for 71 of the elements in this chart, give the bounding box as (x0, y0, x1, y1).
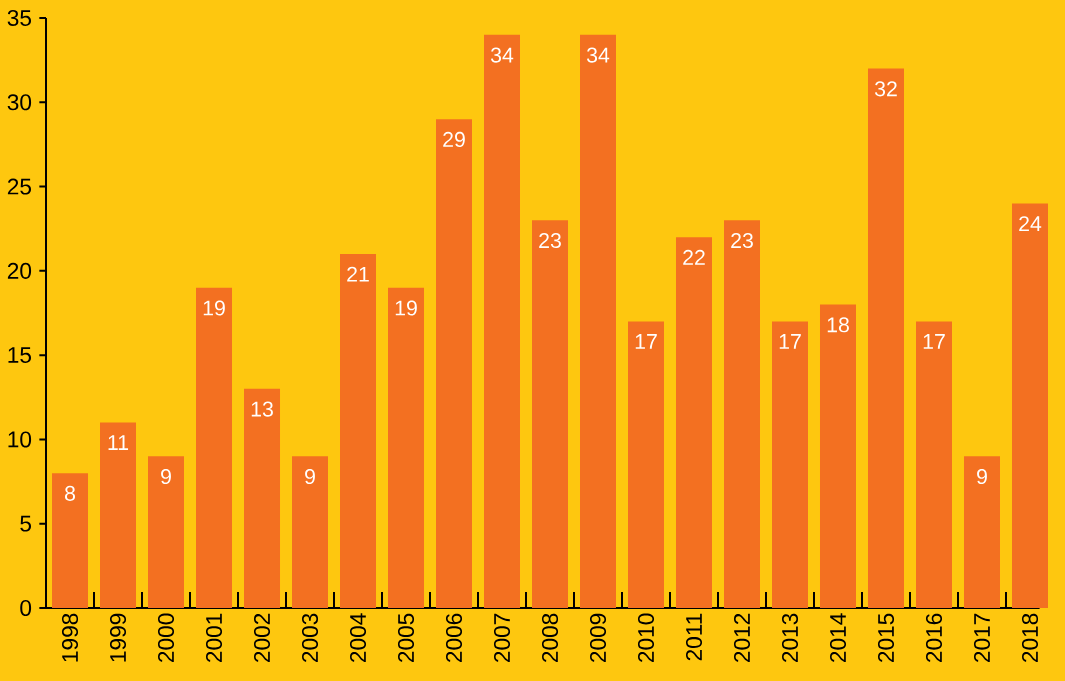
data-label: 29 (443, 131, 465, 147)
x-tick-label: 2016 (925, 613, 943, 662)
data-label: 11 (108, 435, 129, 450)
bar (244, 388, 281, 608)
bar (100, 422, 137, 608)
data-label: 32 (874, 81, 897, 97)
x-tick-label: 2008 (541, 613, 559, 662)
y-tick-label: 5 (20, 515, 31, 532)
data-label: 9 (305, 468, 315, 485)
x-tick-label: 2000 (157, 613, 175, 662)
data-label: 9 (977, 468, 987, 485)
x-tick-label: 2006 (445, 613, 463, 662)
data-label: 22 (683, 249, 705, 265)
x-tick-label: 2005 (397, 613, 415, 662)
y-tick-label: 10 (8, 431, 32, 448)
bar (724, 220, 760, 608)
bar (868, 68, 904, 608)
bar (340, 253, 376, 608)
y-tick-label: 30 (7, 94, 32, 111)
data-label: 17 (779, 334, 801, 349)
x-tick-label: 1998 (61, 613, 79, 662)
bar (1012, 203, 1048, 608)
bar (916, 321, 952, 608)
data-label: 21 (347, 266, 369, 282)
x-tick-label: 1999 (109, 613, 127, 662)
x-tick-label: 2010 (637, 613, 655, 662)
data-label: 19 (395, 300, 417, 316)
x-tick-label: 2002 (253, 613, 271, 662)
y-tick-label: 15 (8, 347, 31, 364)
x-tick-label: 2009 (589, 613, 607, 662)
data-label: 34 (586, 47, 610, 63)
x-tick-label: 2012 (733, 613, 751, 662)
x-tick-label: 2014 (829, 613, 847, 662)
x-tick-label: 2013 (781, 613, 799, 662)
data-label: 13 (251, 401, 273, 417)
bar (484, 34, 520, 608)
x-tick-label: 2001 (205, 613, 223, 662)
data-label: 18 (827, 317, 849, 333)
bar (292, 456, 328, 608)
x-tick-label: 2003 (301, 613, 319, 662)
bar (964, 456, 1000, 608)
data-label: 34 (490, 47, 514, 63)
bar (580, 34, 616, 608)
x-tick-label: 2015 (877, 613, 895, 662)
bar (436, 119, 472, 608)
x-tick-label: 2017 (973, 613, 991, 662)
bar (196, 287, 233, 608)
bar (772, 321, 808, 608)
y-tick-label: 25 (7, 178, 31, 195)
bar (676, 237, 712, 608)
x-tick-label: 2011 (685, 613, 703, 661)
bar (820, 304, 856, 608)
bar (532, 220, 568, 608)
x-tick-label: 2007 (493, 613, 511, 662)
data-label: 23 (731, 232, 753, 249)
bar (628, 321, 664, 608)
data-label: 9 (161, 468, 171, 485)
bar (52, 473, 89, 608)
data-label: 24 (1019, 216, 1042, 232)
data-label: 19 (203, 300, 225, 316)
data-label: 17 (923, 334, 945, 349)
y-tick-label: 35 (7, 9, 31, 27)
data-label: 8 (64, 485, 76, 501)
x-tick-label: 2018 (1021, 613, 1039, 662)
x-tick-label: 2004 (349, 613, 367, 662)
data-label: 23 (539, 232, 561, 249)
bar (388, 287, 425, 608)
data-label: 17 (635, 334, 657, 349)
y-tick-label: 20 (7, 262, 32, 279)
bar (148, 456, 184, 608)
y-tick-label: 0 (20, 599, 32, 617)
